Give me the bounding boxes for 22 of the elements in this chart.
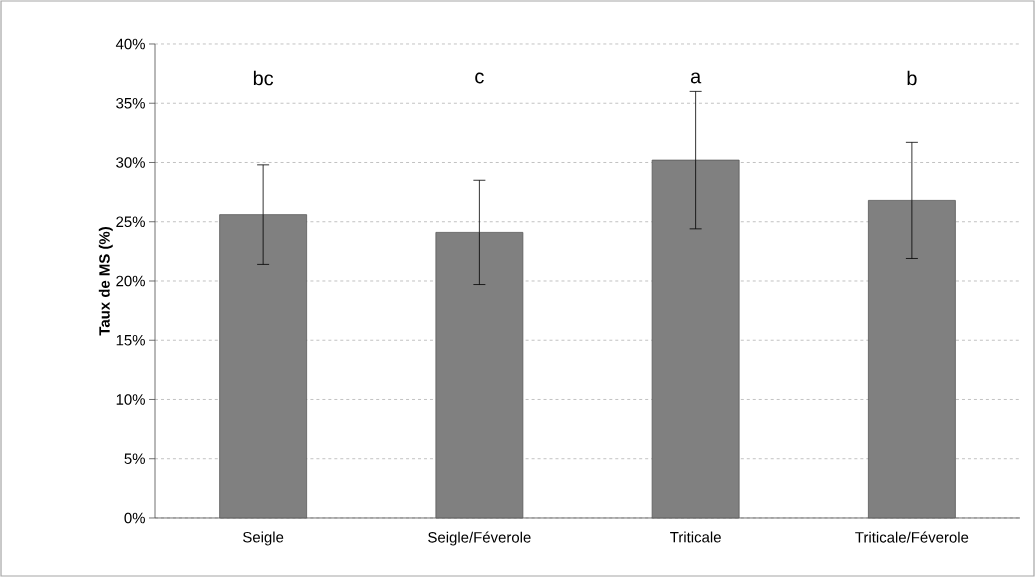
x-tick-label: Seigle (243, 531, 284, 546)
annotation: c (475, 72, 484, 84)
y-tick-label: 35% (116, 97, 145, 109)
y-tick-label: 5% (124, 453, 145, 464)
x-tick-label: Triticale (670, 531, 721, 543)
y-tick-label: 30% (116, 157, 145, 168)
x-tick-label: Seigle/Féverole (428, 531, 531, 546)
y-tick-label: 40% (115, 38, 145, 50)
bar (219, 214, 308, 519)
y-axis-title: Taux de MS (%) (98, 227, 113, 336)
bar (435, 232, 524, 519)
bar (867, 200, 956, 519)
bar (651, 159, 740, 519)
annotation: a (690, 72, 702, 84)
y-tick-label: 25% (116, 216, 145, 228)
y-tick-label: 20% (116, 275, 145, 287)
annotation: bc (253, 70, 274, 86)
y-tick-label: 10% (116, 394, 145, 405)
x-tick-label: Triticale/Féverole (855, 531, 969, 543)
y-tick-label: 15% (116, 334, 145, 346)
y-tick-label: 0% (124, 512, 145, 524)
annotation: b (907, 70, 917, 86)
